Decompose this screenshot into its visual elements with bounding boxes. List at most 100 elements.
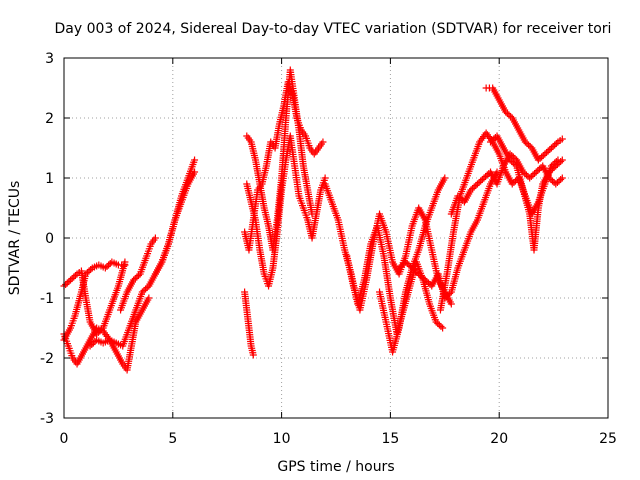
x-tick-label: 0 (60, 431, 69, 447)
data-point (444, 291, 452, 299)
data-point (88, 341, 96, 348)
data-point (558, 135, 566, 143)
data-point (397, 263, 405, 270)
data-point (121, 261, 129, 269)
data-point (538, 153, 546, 161)
data-point (557, 158, 565, 165)
series-satellite-track-3 (60, 294, 153, 374)
data-point (503, 110, 511, 117)
data-point (521, 170, 529, 177)
y-tick-label: 2 (45, 111, 54, 127)
data-point (482, 173, 490, 180)
data-point (415, 270, 423, 278)
axis-ticks (63, 57, 609, 419)
data-point (191, 168, 199, 176)
data-point (83, 269, 91, 276)
data-point (529, 171, 537, 179)
data-point (439, 324, 447, 332)
data-point (469, 185, 477, 192)
data-point (558, 156, 566, 164)
series-satellite-track-13 (376, 174, 449, 356)
data-point (475, 179, 483, 186)
data-point (473, 180, 481, 188)
data-point (407, 263, 415, 270)
x-tick-label: 20 (490, 431, 508, 447)
data-point (68, 275, 76, 282)
data-point (490, 135, 498, 143)
data-point (557, 176, 565, 183)
data-point (531, 170, 539, 177)
data-point (488, 137, 496, 144)
series-satellite-track-10 (241, 288, 257, 359)
y-tick-label: -1 (40, 291, 54, 307)
data-point (101, 264, 109, 272)
data-point (526, 174, 534, 182)
data-point (82, 270, 90, 278)
data-point (478, 176, 486, 183)
data-point (423, 278, 431, 285)
y-axis-label: SDTVAR / TECUs (7, 181, 23, 296)
data-point (555, 159, 563, 167)
data-point (130, 276, 138, 284)
data-point (441, 174, 449, 182)
data-point (319, 138, 327, 146)
data-point (467, 186, 475, 194)
data-point (509, 153, 517, 161)
series-satellite-track-5 (117, 234, 159, 314)
data-point (85, 267, 93, 275)
data-point (527, 173, 535, 180)
data-point (435, 321, 443, 329)
data-point (552, 162, 560, 170)
data-point (454, 192, 462, 200)
data-point (411, 267, 419, 275)
data-point (65, 278, 73, 285)
y-tick-label: 1 (45, 171, 54, 187)
data-point (549, 177, 557, 185)
data-point (446, 290, 454, 297)
data-point (555, 177, 563, 185)
data-point (151, 234, 159, 242)
data-point (535, 165, 543, 173)
data-point (549, 143, 557, 150)
data-point (410, 266, 418, 273)
data-point (553, 161, 561, 168)
data-point (434, 320, 442, 327)
data-point (457, 195, 465, 203)
data-point (545, 168, 553, 176)
data-point (70, 273, 78, 281)
x-tick-label: 15 (381, 431, 399, 447)
data-point (508, 180, 516, 188)
data-point (493, 168, 501, 176)
data-point (551, 141, 559, 149)
x-tick-label: 5 (168, 431, 177, 447)
data-point (509, 159, 517, 167)
data-point (142, 285, 150, 293)
data-point (63, 279, 71, 287)
data-point (413, 269, 421, 276)
data-point (472, 182, 480, 189)
data-point (105, 261, 113, 269)
data-point (140, 287, 148, 294)
data-point (522, 171, 530, 179)
data-point (403, 260, 411, 267)
data-point (552, 140, 560, 147)
data-point (508, 158, 516, 165)
data-point (553, 179, 561, 186)
data-point (486, 138, 494, 146)
y-tick-label: -3 (40, 411, 54, 427)
series-satellite-track-17 (482, 84, 566, 164)
data-point (432, 318, 440, 326)
data-point (89, 339, 97, 347)
data-point (550, 164, 558, 171)
data-point (549, 165, 557, 173)
data-point (547, 167, 555, 174)
data-point (547, 144, 555, 152)
data-point (249, 351, 257, 359)
series-satellite-track-6 (151, 156, 199, 278)
data-point (534, 167, 542, 174)
y-tick-label: -2 (40, 351, 54, 367)
data-point (547, 176, 555, 183)
data-point (86, 342, 94, 350)
